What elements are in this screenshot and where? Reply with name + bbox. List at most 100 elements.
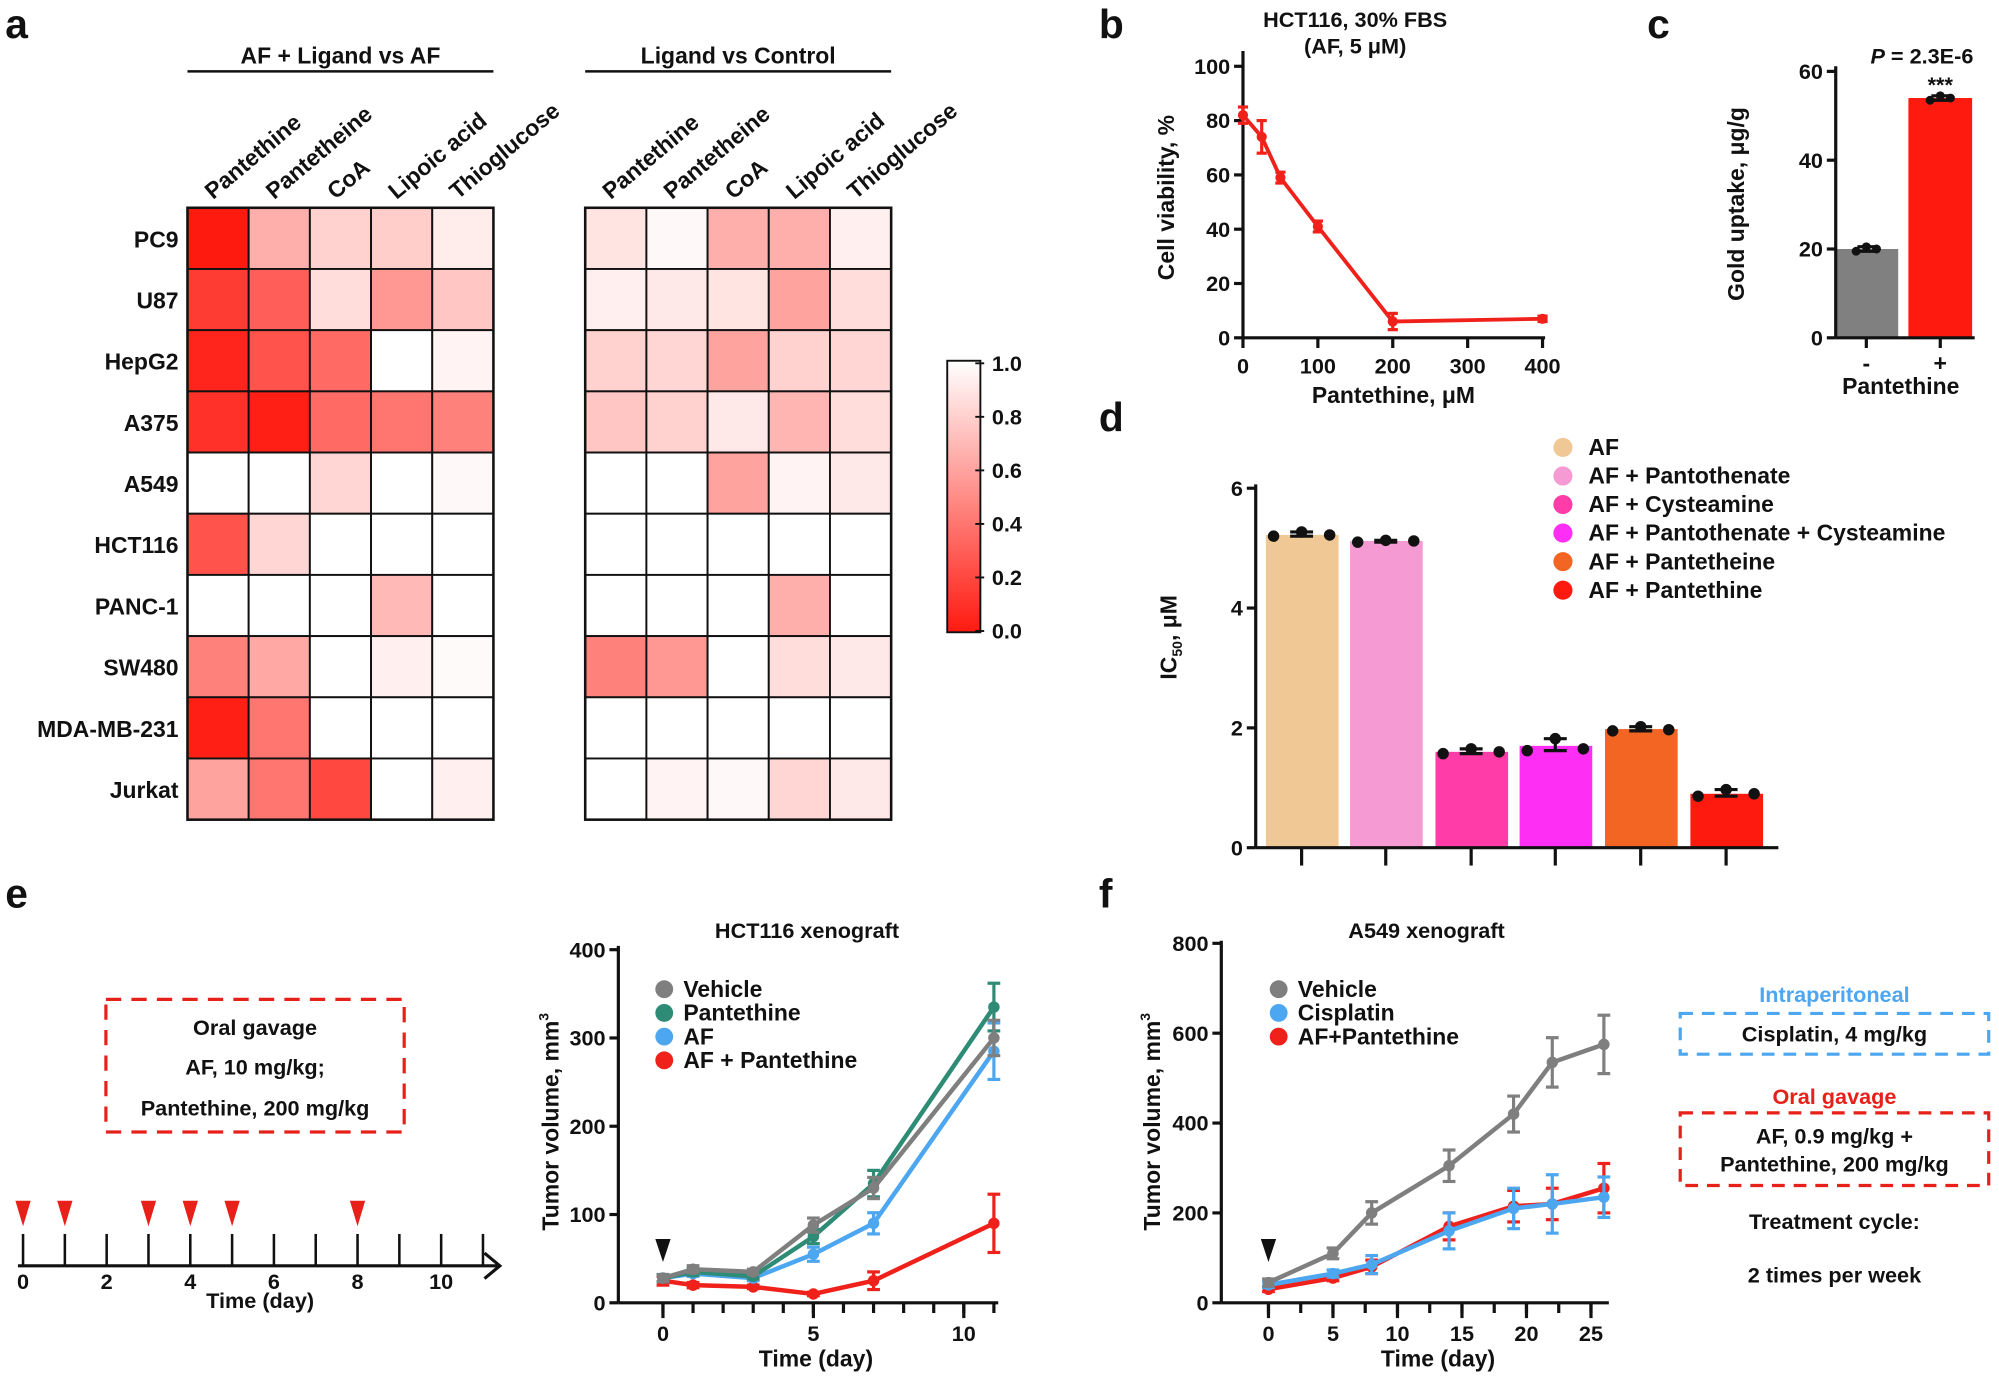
heatmap-cell-a549-pantethine [186, 451, 250, 515]
heatmap-cell-pc9-thioglucose [829, 206, 893, 270]
oral-dose-1: AF, 0.9 mg/kg + [1756, 1123, 1913, 1148]
chart-e-y-tick-label: 300 [569, 1026, 605, 1051]
chart-f-data-point [1262, 1276, 1275, 1289]
ylabel-main: Tumor volume, mm [537, 1021, 563, 1231]
heatmap-column-label: CoA [720, 154, 773, 204]
chart-c-category-label: + [1934, 350, 1947, 376]
chart-d-data-point [1295, 526, 1308, 538]
heatmap-cell-a549-pantethine [584, 451, 648, 515]
heatmap-cell-hct116-pantethine [584, 512, 648, 576]
heatmap-cell-sw480-pantethine [186, 635, 250, 699]
panel-label-b: b [1099, 1, 1124, 47]
timeline-tick-label: 4 [184, 1269, 196, 1294]
heatmap-cell-sw480-thioglucose [431, 635, 495, 699]
heatmap-cell-a549-pantetheine [247, 451, 311, 515]
heatmap-cell-u87-pantethine [584, 268, 648, 332]
chart-c-pvalue: P = 2.3E-6 [1870, 44, 1973, 69]
heatmap-cell-sw480-coa [308, 635, 373, 699]
legend-label: Vehicle [683, 976, 762, 1002]
heatmap-cell-u87-thioglucose [829, 268, 893, 332]
chart-d-bar [1605, 729, 1678, 848]
legend-label: AF [683, 1023, 714, 1049]
heatmap-cell-pc9-pantethine [584, 206, 648, 270]
chart-f-title: A549 xenograft [1348, 918, 1504, 943]
legend-label: Vehicle [1298, 976, 1377, 1002]
chart-c: - +0 20 40 60 [1799, 59, 1975, 376]
ylabel-unit: , μM [1156, 595, 1182, 641]
legend-swatch [1269, 1027, 1288, 1046]
chart-d-data-point [1521, 744, 1533, 757]
chart-c-data-point [1935, 91, 1945, 101]
chart-c-data-point [1945, 93, 1955, 103]
chart-b-point [1312, 221, 1323, 232]
dosing-line-1: Oral gavage [193, 1015, 317, 1040]
heatmap-cell-u87-coa [308, 268, 373, 332]
legend-label: Pantethine [683, 1000, 800, 1026]
legend-label: AF [1588, 434, 1619, 460]
chart-f-y-tick-label: 200 [1172, 1201, 1208, 1226]
heatmap-cell-a375-pantetheine [247, 390, 311, 454]
panel-label-f: f [1099, 871, 1113, 917]
heatmap-cell-pc9-pantetheine [645, 206, 709, 270]
heatmap-cell-a375-pantethine [186, 390, 250, 454]
heatmap-row-label: A549 [124, 471, 179, 497]
chart-e-xlabel: Time (day) [759, 1346, 873, 1372]
heatmap-cell-panc-1-lipoic-acid [370, 573, 434, 638]
heatmap-cell-hct116-pantetheine [645, 512, 709, 576]
chart-f-data-point [1365, 1207, 1378, 1219]
chart-b-y-tick-label: 60 [1206, 163, 1230, 188]
heatmap-cell-mda-mb-231-lipoic-acid [370, 696, 434, 760]
legend-swatch [1269, 980, 1288, 999]
heatmap-cell-hepg2-lipoic-acid [767, 329, 831, 393]
chart-d-data-point [1720, 783, 1732, 796]
heatmap-cell-jurkat-thioglucose [431, 757, 495, 821]
heatmap-cell-panc-1-coa [706, 573, 770, 638]
heatmap-cell-hepg2-lipoic-acid [370, 329, 434, 393]
heatmap-cell-mda-mb-231-pantethine [186, 696, 250, 760]
heatmap-row-label: PC9 [134, 226, 179, 252]
heatmap-cell-jurkat-lipoic-acid [767, 757, 831, 821]
chart-e-data-point [867, 1274, 880, 1287]
heatmap-row-label: A375 [124, 410, 179, 436]
heatmap-cell-sw480-thioglucose [829, 635, 893, 699]
legend-label: AF+Pantethine [1298, 1023, 1459, 1049]
dosing-box [104, 997, 406, 1134]
heatmap-cell-hct116-coa [706, 512, 770, 576]
chart-c-y-tick-label: 0 [1811, 325, 1823, 350]
chart-f-y-tick-label: 400 [1172, 1111, 1208, 1136]
legend-swatch [655, 980, 674, 999]
timeline-tick-label: 8 [352, 1269, 364, 1294]
chart-e-data-point [988, 1032, 1000, 1044]
heatmap-cell-hct116-lipoic-acid [370, 512, 434, 576]
heatmap-cell-u87-lipoic-acid [767, 268, 831, 332]
heatmap-cell-pc9-coa [308, 206, 373, 270]
chart-e-y-tick-label: 0 [594, 1290, 606, 1315]
chart-b-x-tick-label: 300 [1450, 354, 1486, 379]
heatmap-cell-a549-coa [308, 451, 373, 515]
chart-c-category-label: - [1863, 350, 1871, 376]
heatmap-cell-a549-lipoic-acid [767, 451, 831, 515]
chart-d-y-tick-label: 6 [1231, 476, 1243, 501]
chart-f-ylabel: Tumor volume, mm3 [1137, 1013, 1165, 1231]
legend-label: AF + Pantothenate + Cysteamine [1588, 520, 1945, 546]
cycle-line-1: Treatment cycle: [1749, 1209, 1920, 1234]
chart-b-x-tick-label: 0 [1237, 354, 1249, 379]
chart-e-series-line [662, 1221, 995, 1297]
chart-f-data-point [1546, 1198, 1559, 1210]
chart-d-data-point [1748, 788, 1760, 800]
heatmap-border [583, 206, 893, 821]
heatmap-cell-jurkat-pantetheine [247, 757, 311, 821]
heatmap-cell-a375-thioglucose [431, 390, 495, 454]
heatmap-cell-sw480-lipoic-acid [370, 635, 434, 699]
heatmap-cell-hepg2-pantethine [186, 329, 250, 393]
chart-d-data-point [1663, 723, 1675, 736]
heatmap-cell-mda-mb-231-thioglucose [829, 696, 893, 760]
heatmap-cell-a375-pantetheine [645, 390, 709, 454]
legend-swatch [655, 1003, 674, 1022]
chart-f-data-point [1443, 1160, 1455, 1172]
oral-box [1678, 1111, 1991, 1188]
oral-title: Oral gavage [1772, 1084, 1896, 1109]
ip-dose: Cisplatin, 4 mg/kg [1742, 1021, 1927, 1046]
